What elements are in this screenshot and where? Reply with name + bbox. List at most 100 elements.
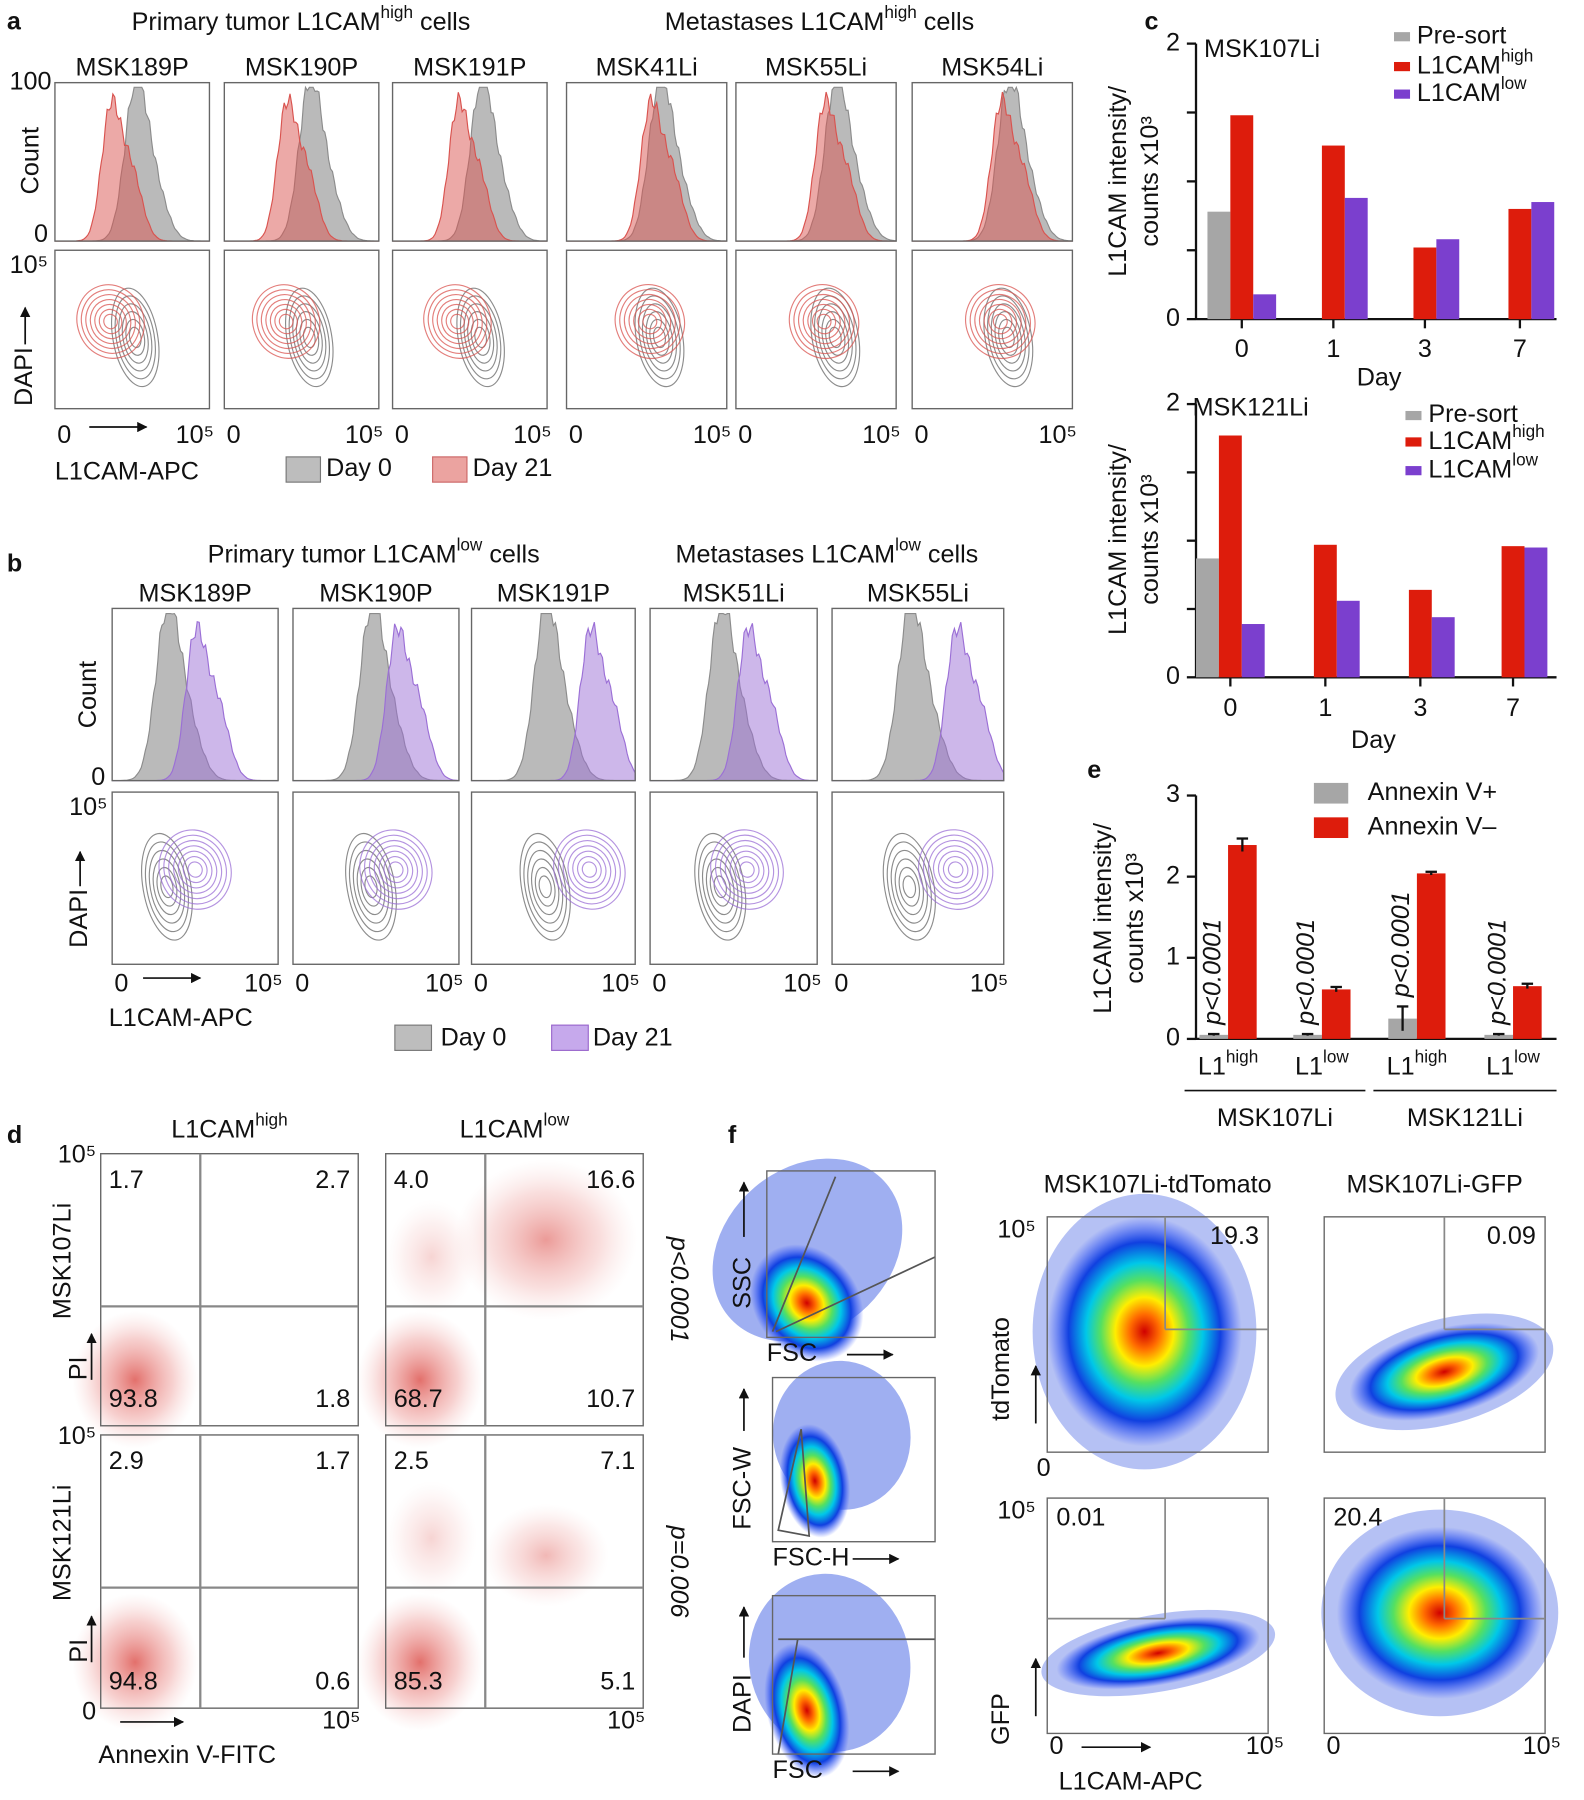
plot-frame <box>911 81 1074 242</box>
contour <box>274 308 298 335</box>
legend-label: Day 21 <box>593 1024 673 1052</box>
plot-frame <box>391 249 548 410</box>
contour <box>886 841 932 933</box>
contour <box>128 326 142 349</box>
quadrant-value: 10.7 <box>586 1385 635 1413</box>
x-tick-label: 0 <box>1326 1732 1340 1760</box>
x-tick-label: 0 <box>1050 1732 1064 1760</box>
x-tick-label: 0 <box>834 970 848 998</box>
legend-swatch <box>1405 466 1422 476</box>
text-part: cells <box>413 8 470 36</box>
plot-frame <box>292 791 460 965</box>
contour <box>182 856 208 884</box>
x-tick-label: 1 <box>1318 694 1332 722</box>
text-part: cells <box>917 8 974 36</box>
superscript: low <box>457 534 483 554</box>
contour <box>557 834 621 905</box>
text-part: L1 <box>1198 1052 1226 1080</box>
contour <box>445 308 470 335</box>
group-title: Primary tumor L1CAMlow cells <box>208 534 540 568</box>
bar <box>1431 617 1455 678</box>
contour <box>581 861 598 878</box>
bar <box>1408 589 1432 678</box>
group-label: MSK121Li <box>1407 1104 1523 1132</box>
legend-label: Pre-sort <box>1417 21 1507 49</box>
x-tick-label: L1high <box>1387 1046 1447 1080</box>
contour <box>553 829 626 910</box>
contour <box>388 861 404 878</box>
x-tick-label: 10⁵ <box>1523 1732 1561 1760</box>
text-part: Primary tumor L1CAM <box>132 8 381 36</box>
contour <box>715 834 779 905</box>
contour <box>163 834 227 905</box>
x-tick-label: 10⁵ <box>1039 421 1077 449</box>
x-tick-label: 7 <box>1513 335 1527 363</box>
density <box>1047 1216 1242 1447</box>
row-label: MSK107Li <box>49 1203 77 1319</box>
x-tick-label: 3 <box>1418 335 1432 363</box>
quadrant-value: 2.5 <box>394 1447 429 1475</box>
density <box>385 1480 478 1596</box>
contour <box>793 289 855 355</box>
bar <box>1228 845 1257 1039</box>
legend-swatch <box>551 1024 589 1051</box>
quadrant-value: 85.3 <box>394 1668 443 1696</box>
quadrant-value: 93.8 <box>109 1385 158 1413</box>
axis-label: L1CAM-APC <box>1059 1767 1203 1795</box>
plot-frame <box>223 81 380 242</box>
contour <box>432 294 483 349</box>
panel-label: f <box>728 1121 737 1149</box>
axis-label: Annexin V-FITC <box>98 1741 276 1769</box>
p-value: p<0.0001 <box>1483 919 1511 1026</box>
legend-swatch <box>285 456 322 483</box>
contour <box>441 303 474 340</box>
x-tick-label: 10⁵ <box>607 1707 645 1735</box>
quadrant-value: 0.01 <box>1056 1503 1105 1531</box>
quadrant-value: 19.3 <box>1210 1222 1259 1250</box>
legend-swatch <box>1394 89 1411 99</box>
superscript: high <box>1512 420 1544 440</box>
contour <box>187 861 203 878</box>
contour <box>890 849 928 924</box>
x-tick-label: 10⁵ <box>322 1707 360 1735</box>
y-tick-label: 10⁵ <box>58 1141 96 1169</box>
x-tick-label: 0 <box>914 421 928 449</box>
axis-label: Count <box>17 127 45 194</box>
density <box>72 1593 198 1732</box>
contour <box>969 289 1031 355</box>
plot-frame <box>831 607 1005 782</box>
contour <box>530 858 560 916</box>
p-value: p<0.0001 <box>1292 919 1320 1026</box>
quadrant-value: 0.09 <box>1487 1222 1536 1250</box>
contour <box>947 861 964 878</box>
contour <box>260 294 312 349</box>
density <box>1336 1526 1543 1699</box>
contour <box>990 303 1026 372</box>
density <box>779 1424 851 1538</box>
contour <box>983 287 1034 388</box>
x-tick-label: L1low <box>1295 1046 1349 1080</box>
column-header: L1CAMhigh <box>171 1109 287 1143</box>
column-header: MSK107Li-GFP <box>1347 1170 1523 1198</box>
contour <box>694 832 747 941</box>
y-tick-label: 10⁵ <box>69 793 107 821</box>
text-part: L1CAM <box>1417 79 1501 107</box>
plot-frame <box>385 1153 644 1427</box>
text-part: Metastases L1CAM <box>676 540 896 568</box>
y-tick-label: 10⁵ <box>997 1496 1035 1524</box>
axis-label: FSC <box>767 1339 817 1367</box>
contour <box>802 298 846 345</box>
y-tick-label: 2 <box>1166 861 1180 889</box>
plot-frame <box>385 1434 644 1709</box>
bar <box>1241 624 1265 678</box>
x-tick-label: 3 <box>1413 694 1427 722</box>
contour <box>882 832 936 941</box>
density <box>357 1593 483 1732</box>
bar <box>1336 600 1360 678</box>
panel-label: d <box>7 1121 22 1149</box>
axis-label: DAPI <box>729 1674 757 1733</box>
contour <box>356 858 386 916</box>
legend-label: Annexin V– <box>1368 812 1497 840</box>
row-label: MSK121Li <box>49 1485 77 1601</box>
